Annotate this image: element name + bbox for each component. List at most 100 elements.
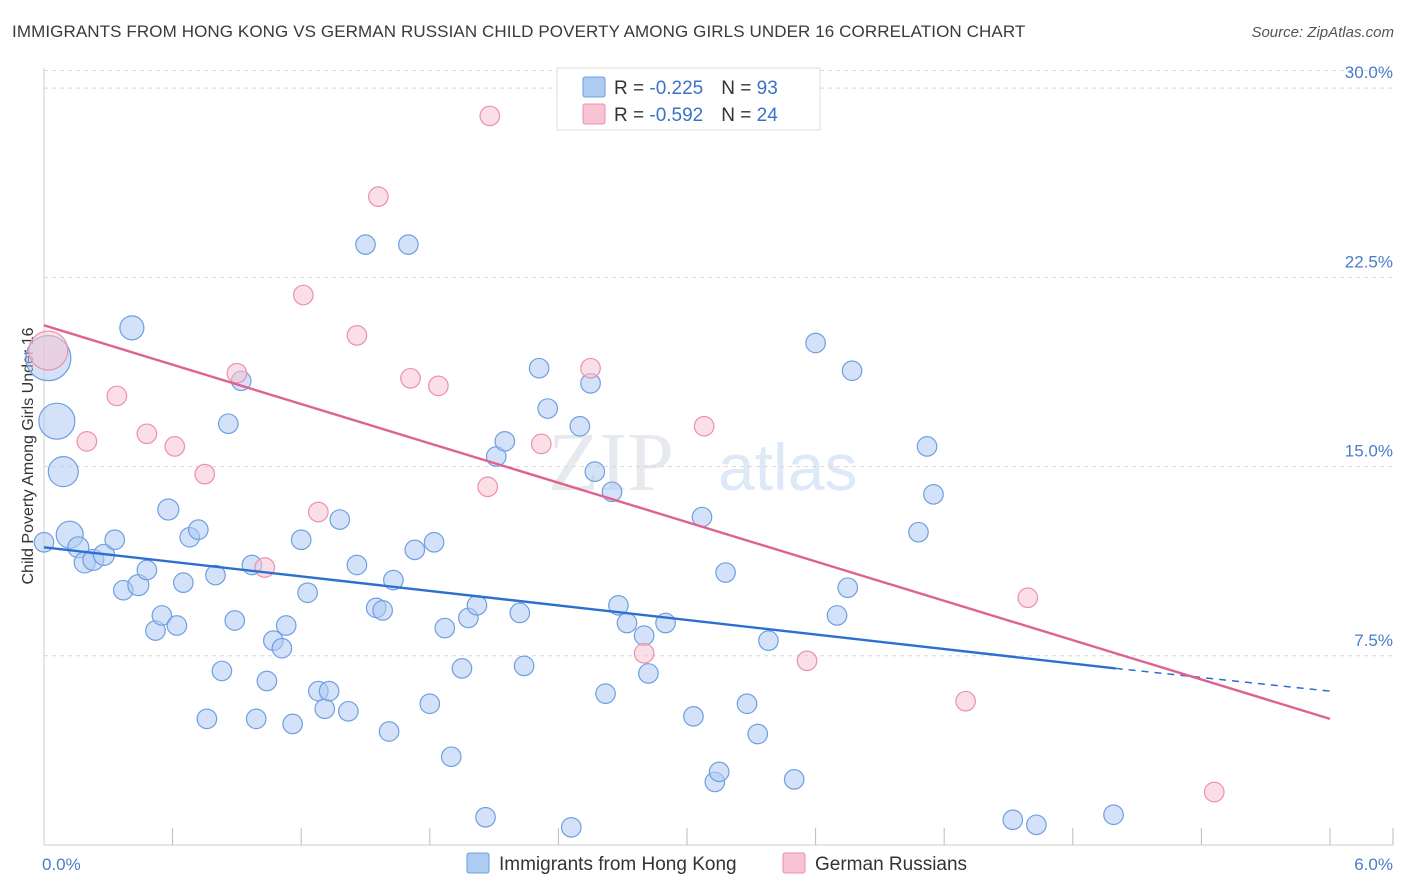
y-axis-title: Child Poverty Among Girls Under 16	[20, 327, 37, 584]
y-tick-label: 30.0%	[1345, 63, 1393, 82]
hong-kong-point	[916, 436, 938, 457]
hong-kong-point	[434, 617, 456, 639]
hong-kong-point	[346, 554, 368, 576]
legend-swatch-pink	[582, 103, 606, 125]
series-german-russians-points	[28, 105, 1225, 803]
hong-kong-point	[440, 746, 462, 768]
hong-kong-point	[475, 806, 496, 828]
y-tick-labels: 7.5% 15.0% 22.5% 30.0%	[1345, 63, 1393, 650]
hong-kong-point	[608, 594, 629, 616]
hong-kong-point	[271, 637, 293, 659]
hong-kong-point	[245, 708, 267, 730]
y-tick-label: 15.0%	[1345, 442, 1393, 461]
german-russians-point	[136, 423, 158, 445]
hong-kong-point	[513, 655, 535, 677]
hong-kong-point	[297, 582, 318, 604]
hong-kong-point	[451, 658, 473, 679]
legend-swatch-blue	[582, 76, 606, 98]
german-russians-point	[580, 357, 601, 379]
hong-kong-point	[423, 531, 445, 553]
hong-kong-point	[172, 572, 194, 593]
hong-kong-point	[494, 431, 516, 452]
hong-kong-point	[1103, 804, 1124, 826]
hong-kong-point	[595, 683, 616, 704]
hong-kong-trend-extension	[1115, 667, 1331, 692]
hong-kong-point	[383, 569, 404, 591]
german-russians-point	[530, 433, 552, 455]
hong-kong-point	[837, 577, 859, 599]
source-credit: Source: ZipAtlas.com	[1251, 24, 1394, 41]
hong-kong-point	[187, 519, 209, 541]
axes	[43, 68, 1393, 846]
legend-n-label-2: N =	[721, 105, 756, 126]
hong-kong-point	[633, 625, 655, 646]
legend-row-2: R = -0.592 N = 24	[614, 105, 778, 126]
german-russians-point	[76, 431, 98, 452]
hong-kong-point	[318, 680, 340, 702]
legend-r-label-1: R =	[614, 78, 649, 99]
hong-kong-point	[136, 559, 158, 581]
hong-kong-point	[560, 816, 582, 838]
hong-kong-point	[47, 456, 79, 488]
german-russians-point	[194, 463, 216, 485]
hong-kong-point	[638, 663, 659, 684]
hong-kong-point	[509, 602, 531, 624]
german-russians-point	[164, 436, 186, 457]
legend-row-1: R = -0.225 N = 93	[614, 78, 778, 99]
german-russians-point	[1203, 781, 1225, 803]
bottom-legend-label-blue: Immigrants from Hong Kong	[499, 854, 737, 875]
german-russians-trend-line	[43, 324, 1331, 721]
hong-kong-point	[398, 234, 419, 255]
hong-kong-point	[908, 521, 929, 543]
chart-title: IMMIGRANTS FROM HONG KONG VS GERMAN RUSS…	[12, 22, 1026, 41]
bottom-legend-swatch-pink	[782, 852, 806, 874]
hong-kong-point	[683, 705, 704, 727]
hong-kong-point	[338, 700, 359, 722]
german-russians-point	[254, 557, 276, 578]
y-tick-label: 22.5%	[1345, 252, 1393, 271]
hong-kong-point	[224, 610, 246, 631]
hong-kong-point	[378, 721, 400, 742]
x-tick-label-min: 0.0%	[42, 855, 81, 874]
legend-r-value-1: -0.225	[649, 78, 703, 99]
series-hong-kong-points	[25, 234, 1124, 838]
hong-kong-point	[466, 594, 488, 616]
hong-kong-point	[275, 615, 297, 636]
hong-kong-point	[569, 415, 591, 437]
y-tick-label: 7.5%	[1354, 631, 1393, 650]
bottom-legend-label-pink: German Russians	[815, 854, 967, 875]
hong-kong-point	[205, 564, 226, 586]
german-russians-point	[400, 367, 421, 389]
german-russians-point	[307, 501, 329, 523]
german-russians-point	[477, 476, 499, 498]
hong-kong-point	[104, 529, 126, 551]
hong-kong-point	[38, 402, 76, 440]
bottom-legend-swatch-blue	[466, 852, 490, 874]
hong-kong-point	[528, 357, 550, 379]
hong-kong-point	[282, 713, 303, 735]
hong-kong-point	[196, 708, 218, 730]
hong-kong-point	[404, 539, 426, 561]
hong-kong-point	[758, 630, 779, 652]
german-russians-point	[292, 284, 314, 306]
hong-kong-point	[1002, 809, 1024, 831]
hong-kong-point	[841, 360, 863, 382]
german-russians-point	[1017, 587, 1039, 609]
hong-kong-point	[256, 670, 278, 692]
hong-kong-point	[290, 529, 312, 551]
hong-kong-point	[419, 693, 441, 715]
legend-n-value-2: 24	[757, 105, 779, 126]
legend-n-label-1: N =	[721, 78, 756, 99]
german-russians-point	[428, 375, 449, 397]
hong-kong-point	[372, 600, 393, 621]
german-russians-point	[368, 186, 389, 208]
german-russians-point	[633, 642, 655, 664]
x-tick-label-max: 6.0%	[1354, 855, 1393, 874]
x-ticks	[172, 828, 1394, 845]
german-russians-point	[693, 415, 715, 437]
german-russians-point	[955, 690, 976, 712]
hong-kong-trend-line	[43, 546, 1116, 670]
hong-kong-point	[616, 612, 638, 634]
german-russians-point	[796, 650, 818, 672]
